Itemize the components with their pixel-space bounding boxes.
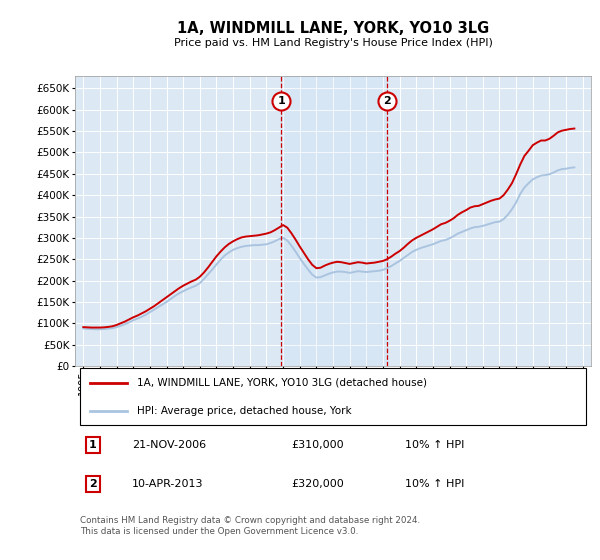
Text: £310,000: £310,000 [292, 440, 344, 450]
FancyBboxPatch shape [80, 368, 586, 426]
Text: 10-APR-2013: 10-APR-2013 [132, 479, 203, 489]
Text: 2: 2 [383, 96, 391, 106]
Text: 10% ↑ HPI: 10% ↑ HPI [405, 440, 464, 450]
Text: 1A, WINDMILL LANE, YORK, YO10 3LG: 1A, WINDMILL LANE, YORK, YO10 3LG [177, 21, 489, 36]
Text: 1: 1 [277, 96, 285, 106]
Text: 1: 1 [89, 440, 97, 450]
Text: £320,000: £320,000 [292, 479, 344, 489]
Text: Contains HM Land Registry data © Crown copyright and database right 2024.
This d: Contains HM Land Registry data © Crown c… [80, 516, 420, 536]
Text: 21-NOV-2006: 21-NOV-2006 [132, 440, 206, 450]
Text: 2: 2 [89, 479, 97, 489]
Text: HPI: Average price, detached house, York: HPI: Average price, detached house, York [137, 406, 352, 416]
Bar [281, 76, 388, 366]
Text: 10% ↑ HPI: 10% ↑ HPI [405, 479, 464, 489]
Text: Price paid vs. HM Land Registry's House Price Index (HPI): Price paid vs. HM Land Registry's House … [173, 38, 493, 48]
Text: 1A, WINDMILL LANE, YORK, YO10 3LG (detached house): 1A, WINDMILL LANE, YORK, YO10 3LG (detac… [137, 377, 427, 388]
